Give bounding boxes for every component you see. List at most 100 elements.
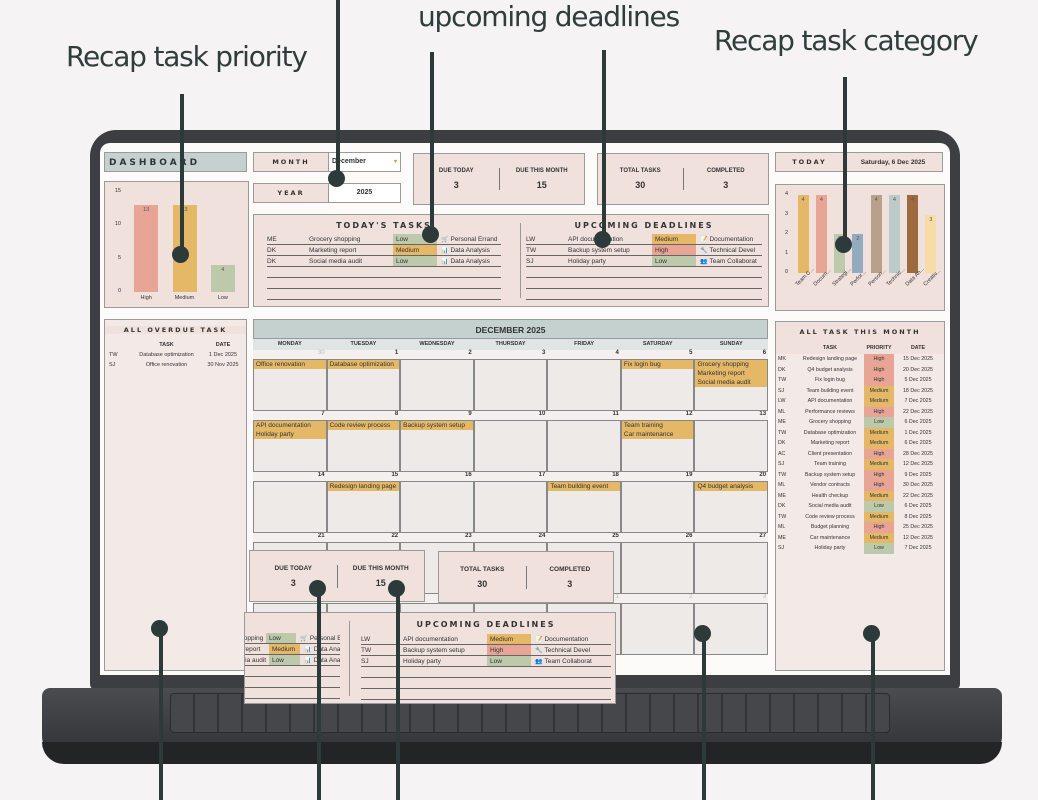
month-task-row[interactable]: ME Health checkup Medium 22 Dec 2025 (776, 490, 944, 501)
month-task-row[interactable]: ME Grocery shopping Low 6 Dec 2025 (776, 417, 944, 428)
calendar-day[interactable] (620, 542, 695, 594)
calendar-day[interactable] (694, 542, 769, 594)
month-task-row[interactable]: SJ Team building event Medium 18 Dec 2025 (776, 385, 944, 396)
month-task-row[interactable]: TW Database optimization Medium 1 Dec 2025 (776, 427, 944, 438)
kpi-value: 30 (635, 180, 646, 190)
calendar-day[interactable] (473, 359, 548, 411)
month-tasks-panel: ALL TASK THIS MONTH TASK PRIORITY DATE MK Re… (775, 321, 945, 671)
calendar-day[interactable]: API documentation Holiday party (253, 420, 327, 472)
month-task-row[interactable]: LW API documentation Medium 7 Dec 2025 (776, 396, 944, 407)
calendar-day[interactable] (620, 481, 695, 533)
day-number: 16 (400, 472, 474, 481)
month-task-row[interactable]: SJ Holiday party Low 7 Dec 2025 (776, 543, 944, 554)
calendar-day[interactable] (694, 420, 769, 472)
year-label: YEAR (254, 184, 329, 202)
task-name: Social media audit (309, 257, 363, 265)
month-task-row[interactable]: TW Backup system setup High 9 Dec 2025 (776, 469, 944, 480)
calendar-day[interactable] (400, 359, 474, 411)
task-row[interactable]: SJ Holiday party Low 👥 Team Collaborat (526, 256, 762, 267)
connector-line (180, 94, 184, 254)
calendar-day[interactable]: Database optimization (326, 359, 401, 411)
calendar-event[interactable]: Office renovation (254, 360, 326, 369)
category-icon: 📝 (535, 636, 543, 643)
calendar-event[interactable]: Backup system setup (401, 421, 473, 430)
y-tick: 1 (784, 249, 788, 256)
calendar-event[interactable]: Database optimization (327, 360, 400, 369)
month-task-row[interactable]: DK Q4 budget analysis High 20 Dec 2025 (776, 364, 944, 375)
task-row[interactable]: TW Backup system setup High 🔧 Technical Deve… (526, 245, 762, 256)
calendar-event[interactable]: Code review process (327, 421, 400, 430)
dashboard-title-box: DASHBOARD (104, 152, 247, 172)
kpi-value: 3 (290, 577, 296, 588)
calendar-event[interactable]: Team training (621, 421, 694, 430)
calendar-day[interactable] (473, 481, 548, 533)
month-task-row[interactable]: MK Redesign landing page High 15 Dec 2025 (776, 354, 944, 365)
calendar-event[interactable]: Redesign landing page (327, 482, 400, 491)
month-task-row[interactable]: ML Performance reviews High 22 Dec 2025 (776, 406, 944, 417)
month-task-row[interactable]: AC Client presentation High 28 Dec 2025 (776, 448, 944, 459)
kpi-total-tasks: TOTAL TASKS 30 (439, 565, 527, 589)
month-task-row[interactable]: TW Fix login bug High 5 Dec 2025 (776, 375, 944, 386)
priority-badge: Medium (652, 234, 696, 244)
month-label: MONTH (254, 153, 329, 171)
calendar-day[interactable]: Redesign landing page (326, 481, 401, 533)
priority-badge: Low (487, 656, 531, 666)
calendar-day[interactable]: Office renovation (253, 359, 327, 411)
priority-badge: High (487, 645, 531, 655)
month-task-row[interactable]: ML Vendor contracts High 30 Dec 2025 (776, 480, 944, 491)
empty-row (267, 267, 501, 278)
year-value[interactable]: 2025 (329, 184, 400, 202)
x-tick: Medium (174, 295, 195, 301)
calendar-day[interactable] (547, 359, 621, 411)
bar-value: 3 (929, 216, 933, 223)
calendar-day[interactable] (547, 420, 621, 472)
calendar-event[interactable]: Fix login bug (621, 360, 694, 369)
calendar-event[interactable]: Holiday party (254, 430, 326, 439)
calendar-day[interactable]: Team building event (547, 481, 621, 533)
calendar-event[interactable]: Social media audit (695, 378, 768, 387)
calendar-event[interactable]: Q4 budget analysis (695, 482, 768, 491)
calendar-day[interactable]: Backup system setup (400, 420, 474, 472)
priority-badge: Low (393, 234, 437, 244)
priority-badge: High (864, 448, 894, 459)
calendar-event[interactable]: Team building event (548, 482, 620, 491)
month-task-row[interactable]: TW Code review process Medium 8 Dec 2025 (776, 511, 944, 522)
task-row[interactable]: TW Backup system setup High 🔧 Technical Deve… (361, 645, 611, 656)
assignee: DK (267, 246, 277, 254)
calendar-day[interactable]: Q4 budget analysis (694, 481, 769, 533)
assignee: SJ (778, 461, 785, 468)
calendar-day[interactable] (253, 481, 327, 533)
category-name: Technical Devel (544, 646, 591, 654)
assignee: DK (267, 257, 277, 265)
calendar-event[interactable]: Car maintenance (621, 430, 694, 439)
month-task-row[interactable]: SJ Team training Medium 12 Dec 2025 (776, 459, 944, 470)
calendar-day[interactable] (620, 603, 695, 655)
overdue-row[interactable]: TW Database optimization 1 Dec 2025 (105, 350, 246, 360)
calendar-event[interactable]: API documentation (254, 421, 326, 430)
task-row[interactable]: SJ Holiday party Low 👥 Team Collaborat (361, 656, 611, 667)
calendar-day[interactable]: Team training Car maintenance (620, 420, 695, 472)
day-number: 20 (694, 472, 769, 481)
calendar-day[interactable]: Code review process (326, 420, 401, 472)
month-dropdown[interactable]: December ▾ (329, 153, 400, 171)
overdue-row[interactable]: SJ Office renovation 30 Nov 2025 (105, 360, 246, 370)
calendar-day[interactable]: Grocery shopping Marketing report Social m… (694, 359, 769, 411)
month-task-row[interactable]: DK Marketing report Medium 6 Dec 2025 (776, 438, 944, 449)
calendar-day[interactable] (473, 420, 548, 472)
calendar-event[interactable]: Marketing report (695, 369, 768, 378)
calendar-day[interactable]: Fix login bug (620, 359, 695, 411)
month-task-row[interactable]: DK Social media audit Low 6 Dec 2025 (776, 501, 944, 512)
month-task-row[interactable]: ME Car maintenance Medium 12 Dec 2025 (776, 532, 944, 543)
day-number: 17 (473, 472, 548, 481)
calendar-event[interactable]: Grocery shopping (695, 360, 768, 369)
month-task-row[interactable]: ML Budget planning High 25 Dec 2025 (776, 522, 944, 533)
calendar-day[interactable] (400, 481, 474, 533)
